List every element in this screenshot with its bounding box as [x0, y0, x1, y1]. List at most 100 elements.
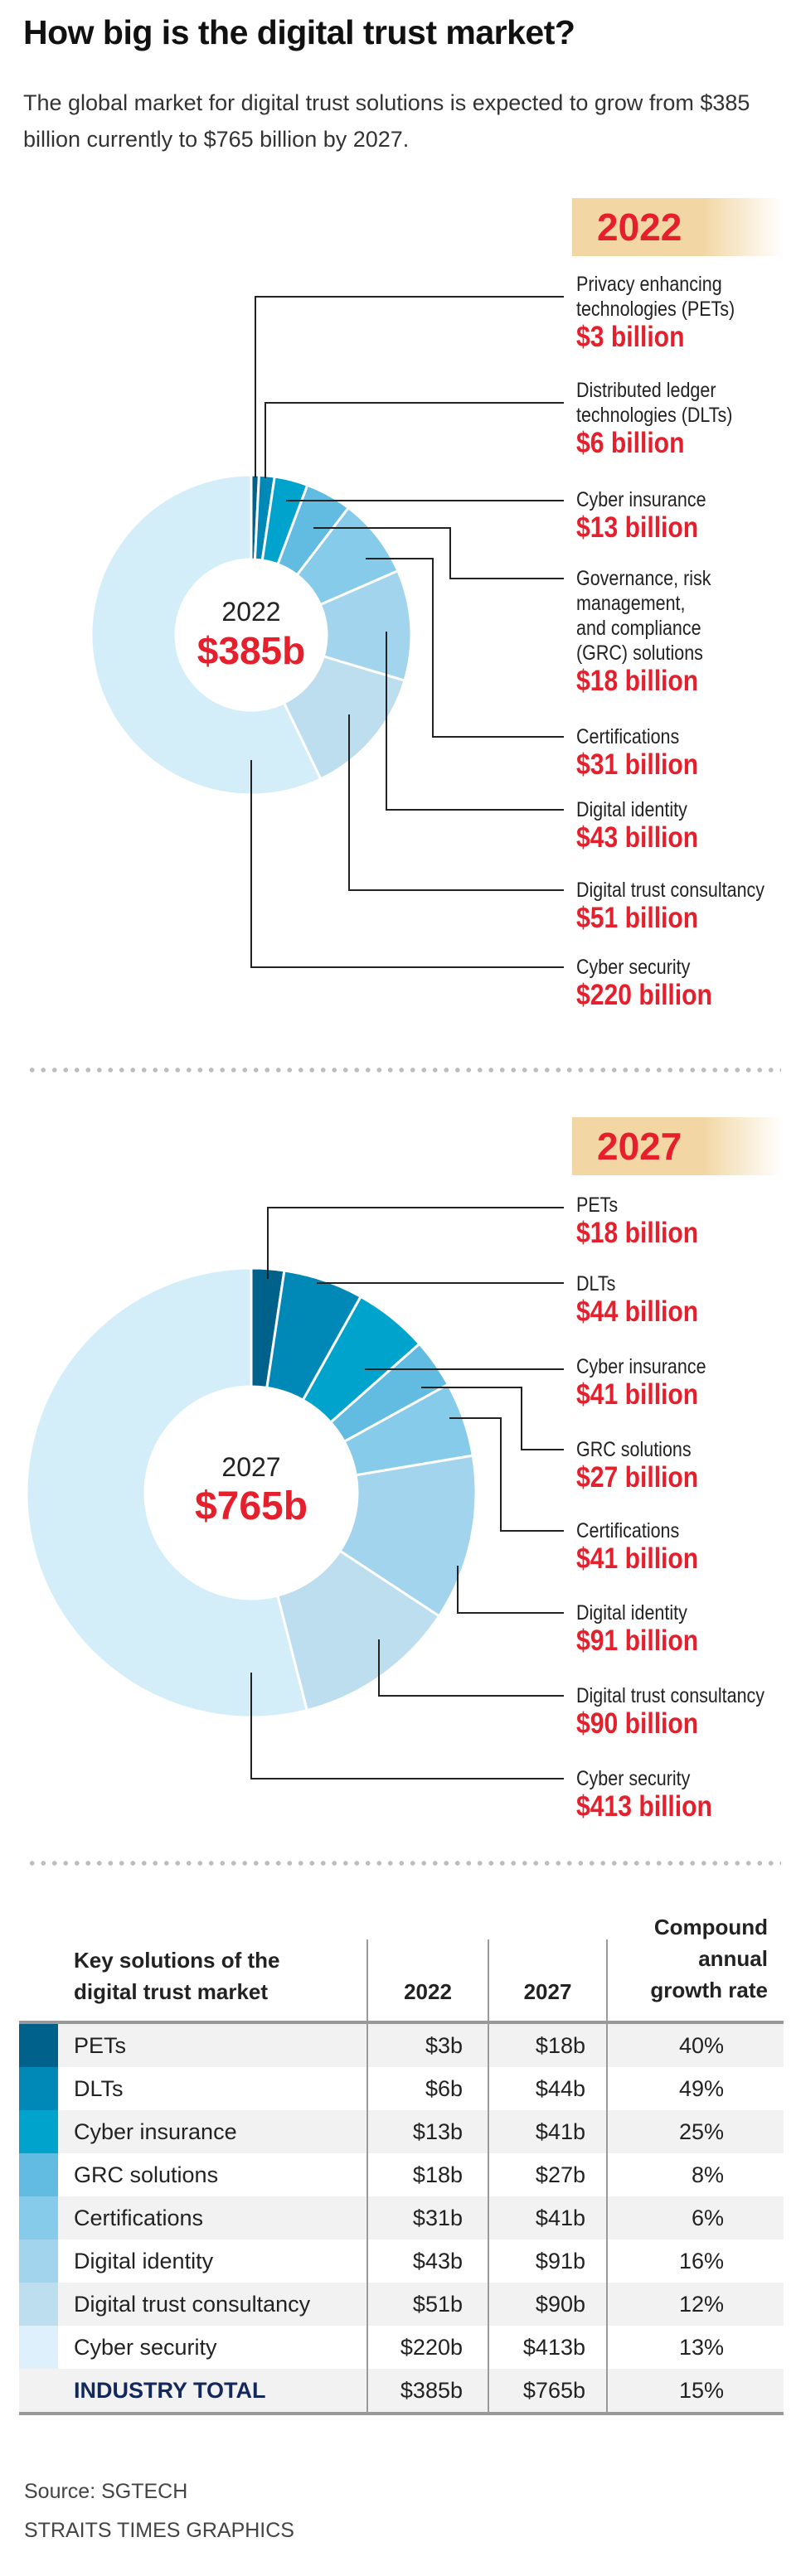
- leader-line: [348, 714, 564, 891]
- donut-chart-2022: [90, 473, 413, 797]
- slice-label-value: $13 billion: [576, 511, 699, 544]
- slice-label: Cyber insurance $13 billion: [576, 487, 706, 544]
- column-divider: [488, 1939, 489, 2414]
- slice-label: Governance, risk management, and complia…: [576, 566, 711, 697]
- page-title: How big is the digital trust market?: [23, 13, 575, 51]
- summary-table: Key solutions of the digital trust marke…: [19, 1915, 784, 2416]
- leader-line: [250, 760, 564, 968]
- year-badge-2027: 2027: [572, 1117, 783, 1175]
- cell-solution: DLTs: [74, 2076, 124, 2101]
- leader-line: [313, 527, 564, 579]
- column-divider: [606, 1939, 608, 2414]
- table-row: Digital identity $43b $91b 16%: [19, 2239, 784, 2283]
- cell-cagr: 15%: [678, 2378, 724, 2403]
- cell-2022: $43b: [412, 2249, 463, 2273]
- leader-line: [255, 296, 564, 477]
- slice-label-value: $90 billion: [576, 1707, 699, 1740]
- color-swatch: [19, 2067, 58, 2110]
- slice-label-value: $51 billion: [576, 902, 699, 934]
- slice-label-value: $27 billion: [576, 1461, 699, 1494]
- slice-label-value: $43 billion: [576, 821, 699, 854]
- column-divider: [366, 1939, 368, 2414]
- subtitle: The global market for digital trust solu…: [23, 90, 750, 152]
- slice-label: PETs $18 billion: [576, 1193, 698, 1249]
- table-total-row: INDUSTRY TOTAL $385b $765b 15%: [19, 2369, 784, 2412]
- slice-label-name: Cyber security: [576, 1767, 691, 1790]
- slice-label-value: $91 billion: [576, 1625, 699, 1657]
- cell-solution: PETs: [74, 2033, 127, 2058]
- slice-label-value: $18 billion: [576, 665, 699, 697]
- color-swatch: [19, 2153, 58, 2196]
- leader-line: [265, 402, 564, 478]
- slice-label-name: Digital identity: [576, 1601, 687, 1625]
- cell-solution: Cyber insurance: [74, 2119, 237, 2144]
- cell-solution: Cyber security: [74, 2335, 217, 2360]
- slice-label-value: $220 billion: [576, 979, 712, 1011]
- slice-label: Cyber security $413 billion: [576, 1766, 712, 1823]
- slice-label: Certifications $41 billion: [576, 1518, 698, 1575]
- slice-label: Distributed ledger technologies (DLTs) $6…: [576, 378, 732, 459]
- cell-2022: $220b: [400, 2335, 463, 2360]
- center-total-2027: $765b: [195, 1484, 308, 1528]
- cell-2027: $41b: [535, 2206, 585, 2230]
- cell-2022: $31b: [412, 2206, 463, 2230]
- header-cagr: Compound annual growth rate: [650, 1915, 768, 2002]
- cell-cagr: 40%: [678, 2033, 724, 2058]
- slice-label-name: Distributed ledger technologies (DLTs): [576, 379, 733, 427]
- slice-label-name: Governance, risk management, and complia…: [576, 567, 711, 665]
- slice-label-value: $41 billion: [576, 1378, 699, 1411]
- cell-cagr: 13%: [678, 2335, 724, 2360]
- cell-2022: $6b: [425, 2076, 463, 2101]
- slice-label: GRC solutions $27 billion: [576, 1437, 698, 1494]
- leader-line: [267, 1207, 564, 1279]
- table-row: Cyber insurance $13b $41b 25%: [19, 2110, 784, 2153]
- slice-label: Digital trust consultancy $90 billion: [576, 1683, 764, 1740]
- slice-label-value: $41 billion: [576, 1542, 699, 1575]
- cell-cagr: 8%: [691, 2162, 724, 2187]
- table-row: GRC solutions $18b $27b 8%: [19, 2153, 784, 2196]
- leader-lines-2027: [250, 1207, 564, 1779]
- color-swatch: [19, 2239, 58, 2283]
- cell-2027: $765b: [522, 2378, 585, 2403]
- donut-slice-cyber-security: [25, 1266, 309, 1719]
- cell-2022: $385b: [400, 2378, 463, 2403]
- slice-label-name: PETs: [576, 1194, 619, 1217]
- slice-label: Digital identity $91 billion: [576, 1600, 698, 1657]
- cell-2022: $51b: [412, 2292, 463, 2317]
- cell-2027: $18b: [535, 2033, 585, 2058]
- header-rule: [19, 2021, 784, 2024]
- color-swatch: [19, 2196, 58, 2239]
- cell-2027: $413b: [522, 2335, 585, 2360]
- slice-label-value: $44 billion: [576, 1295, 699, 1328]
- slice-label-name: Cyber security: [576, 956, 691, 979]
- leader-line: [457, 1566, 564, 1614]
- bottom-rule: [19, 2412, 784, 2415]
- slice-label-name: Certifications: [576, 1519, 680, 1542]
- center-year-2022: 2022: [221, 597, 280, 627]
- color-swatch: [19, 2110, 58, 2153]
- year-badge-2022: 2022: [572, 198, 783, 256]
- cell-2022: $13b: [412, 2119, 463, 2144]
- slice-label: Cyber security $220 billion: [576, 955, 712, 1011]
- slice-label-name: Digital trust consultancy: [576, 1684, 765, 1707]
- cell-solution: Digital trust consultancy: [74, 2292, 311, 2317]
- cell-2027: $44b: [535, 2076, 585, 2101]
- section-divider: [27, 1861, 781, 1866]
- slice-label: Digital identity $43 billion: [576, 797, 698, 854]
- slice-label-value: $6 billion: [576, 427, 685, 459]
- cell-2027: $90b: [535, 2292, 585, 2317]
- source-note: Source: SGTECH: [24, 2480, 188, 2503]
- cell-2022: $18b: [412, 2162, 463, 2187]
- cell-solution: Certifications: [74, 2206, 204, 2230]
- cell-solution: GRC solutions: [74, 2162, 219, 2187]
- cell-2027: $91b: [535, 2249, 585, 2273]
- donut-slice-cyber-security: [90, 473, 323, 797]
- cell-cagr: 49%: [678, 2076, 724, 2101]
- cell-solution: INDUSTRY TOTAL: [74, 2378, 266, 2403]
- slice-label-name: GRC solutions: [576, 1438, 692, 1461]
- leader-line: [421, 1387, 564, 1450]
- leader-line: [366, 558, 564, 738]
- center-year-2027: 2027: [221, 1452, 280, 1482]
- color-swatch: [19, 2024, 58, 2067]
